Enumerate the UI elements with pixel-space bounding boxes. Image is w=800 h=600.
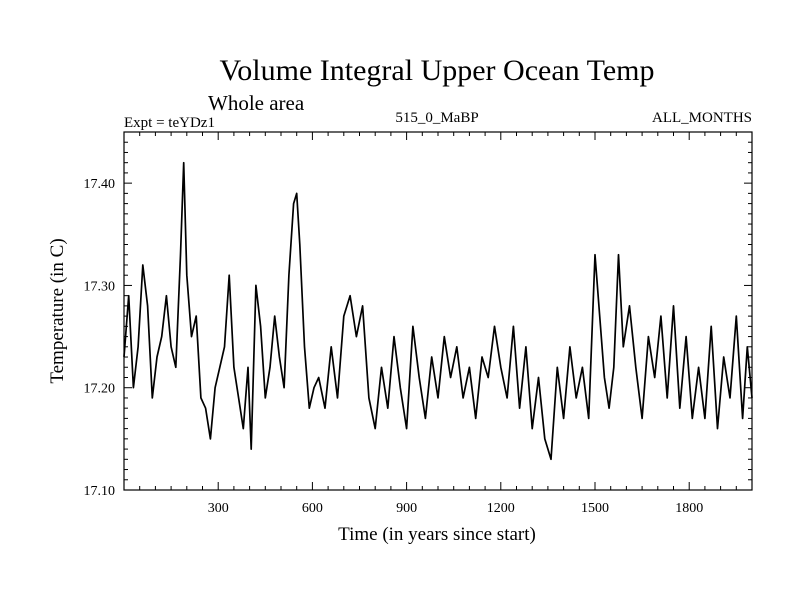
x-tick-label: 1200 xyxy=(487,501,515,516)
chart-title: Volume Integral Upper Ocean Temp xyxy=(220,54,655,87)
axis-tick-labels: 300 600 900 1200 1500 1800 17.10 17.20 17.30 17.4… xyxy=(84,177,704,516)
y-tick-label: 17.40 xyxy=(84,177,116,192)
y-tick-label: 17.20 xyxy=(84,382,116,397)
x-tick-label: 1500 xyxy=(581,501,609,516)
experiment-label: Expt = teYDz1 xyxy=(124,115,215,131)
x-tick-label: 300 xyxy=(208,501,229,516)
x-axis-label: Time (in years since start) xyxy=(338,524,536,545)
chart-subtitle: Whole area xyxy=(208,91,305,115)
x-tick-label: 600 xyxy=(302,501,323,516)
temperature-series-line xyxy=(123,161,753,461)
y-tick-label: 17.30 xyxy=(84,279,116,294)
axis-ticks xyxy=(124,132,752,490)
run-label: 515_0_MaBP xyxy=(395,110,478,126)
months-label: ALL_MONTHS xyxy=(652,110,752,126)
y-axis-label: Temperature (in C) xyxy=(47,238,68,383)
x-tick-label: 1800 xyxy=(675,501,703,516)
y-tick-label: 17.10 xyxy=(84,484,116,499)
x-tick-label: 900 xyxy=(396,501,417,516)
plot-frame xyxy=(123,131,753,491)
